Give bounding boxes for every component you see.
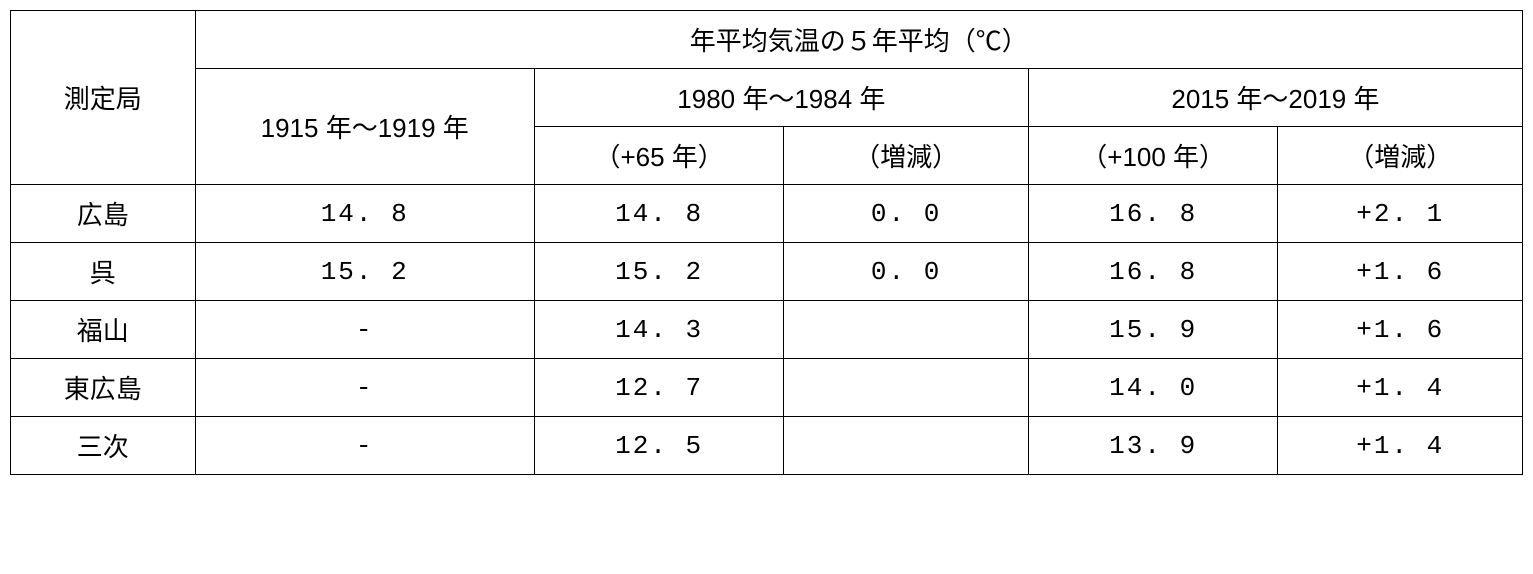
station-cell: 東広島 [11, 359, 196, 417]
period3-change-cell: +1. 4 [1278, 417, 1523, 475]
table-row: 広島 14. 8 14. 8 0. 0 16. 8 +2. 1 [11, 185, 1523, 243]
table-row: 三次 - 12. 5 13. 9 +1. 4 [11, 417, 1523, 475]
period2-offset-header: （+65 年） [534, 127, 784, 185]
station-header: 測定局 [11, 11, 196, 185]
period3-header: 2015 年～2019 年 [1028, 69, 1522, 127]
period1-cell: 15. 2 [195, 243, 534, 301]
period1-cell: - [195, 359, 534, 417]
period3-offset-header: （+100 年） [1028, 127, 1278, 185]
period2-change-cell [784, 359, 1029, 417]
period3-change-cell: +1. 4 [1278, 359, 1523, 417]
period3-change-cell: +1. 6 [1278, 243, 1523, 301]
station-cell: 広島 [11, 185, 196, 243]
period1-cell: - [195, 301, 534, 359]
period3-val-cell: 16. 8 [1028, 185, 1278, 243]
period2-val-cell: 14. 3 [534, 301, 784, 359]
period3-val-cell: 16. 8 [1028, 243, 1278, 301]
station-cell: 福山 [11, 301, 196, 359]
period2-val-cell: 14. 8 [534, 185, 784, 243]
table-row: 呉 15. 2 15. 2 0. 0 16. 8 +1. 6 [11, 243, 1523, 301]
period3-val-cell: 13. 9 [1028, 417, 1278, 475]
period3-val-cell: 15. 9 [1028, 301, 1278, 359]
period2-change-cell: 0. 0 [784, 185, 1029, 243]
period2-change-cell: 0. 0 [784, 243, 1029, 301]
period3-change-cell: +2. 1 [1278, 185, 1523, 243]
period2-val-cell: 12. 7 [534, 359, 784, 417]
table-row: 東広島 - 12. 7 14. 0 +1. 4 [11, 359, 1523, 417]
header-row-1: 測定局 年平均気温の５年平均（℃） [11, 11, 1523, 69]
table-row: 福山 - 14. 3 15. 9 +1. 6 [11, 301, 1523, 359]
period1-cell: 14. 8 [195, 185, 534, 243]
table-title: 年平均気温の５年平均（℃） [195, 11, 1522, 69]
period2-val-cell: 12. 5 [534, 417, 784, 475]
station-cell: 呉 [11, 243, 196, 301]
header-row-2: 1915 年～1919 年 1980 年～1984 年 2015 年～2019 … [11, 69, 1523, 127]
station-cell: 三次 [11, 417, 196, 475]
period2-val-cell: 15. 2 [534, 243, 784, 301]
period1-header: 1915 年～1919 年 [195, 69, 534, 185]
period1-cell: - [195, 417, 534, 475]
period3-change-cell: +1. 6 [1278, 301, 1523, 359]
period2-change-cell [784, 301, 1029, 359]
period2-header: 1980 年～1984 年 [534, 69, 1028, 127]
period3-change-header: （増減） [1278, 127, 1523, 185]
period2-change-header: （増減） [784, 127, 1029, 185]
temperature-table: 測定局 年平均気温の５年平均（℃） 1915 年～1919 年 1980 年～1… [10, 10, 1523, 475]
period2-change-cell [784, 417, 1029, 475]
period3-val-cell: 14. 0 [1028, 359, 1278, 417]
